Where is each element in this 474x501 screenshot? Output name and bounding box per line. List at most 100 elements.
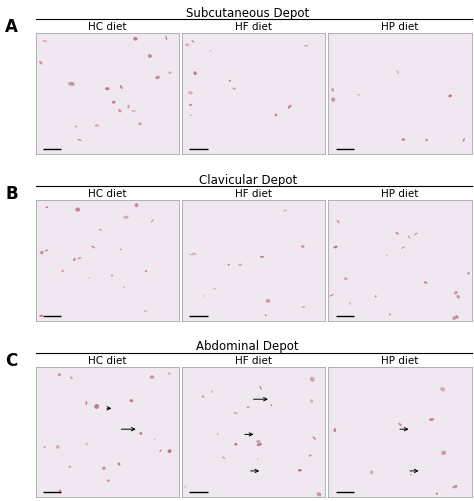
Ellipse shape	[39, 315, 43, 317]
Ellipse shape	[213, 288, 216, 290]
Ellipse shape	[40, 251, 44, 254]
Ellipse shape	[91, 245, 95, 248]
Ellipse shape	[456, 295, 460, 299]
Ellipse shape	[204, 296, 205, 297]
Ellipse shape	[408, 235, 410, 238]
Ellipse shape	[45, 249, 48, 252]
Ellipse shape	[77, 257, 81, 259]
Ellipse shape	[184, 485, 186, 488]
Ellipse shape	[463, 138, 465, 142]
Ellipse shape	[168, 449, 172, 453]
Ellipse shape	[349, 302, 351, 305]
Ellipse shape	[440, 387, 446, 391]
Ellipse shape	[191, 40, 194, 43]
Ellipse shape	[398, 423, 402, 426]
Ellipse shape	[85, 401, 87, 405]
Ellipse shape	[401, 246, 405, 248]
Ellipse shape	[77, 139, 82, 141]
Ellipse shape	[425, 139, 428, 141]
Ellipse shape	[165, 36, 167, 41]
Ellipse shape	[452, 316, 456, 320]
Text: HP diet: HP diet	[382, 356, 419, 366]
Ellipse shape	[288, 105, 292, 109]
Ellipse shape	[188, 91, 193, 95]
Text: HF diet: HF diet	[235, 189, 272, 199]
Ellipse shape	[357, 94, 360, 96]
Ellipse shape	[312, 436, 316, 440]
Ellipse shape	[334, 428, 336, 432]
Ellipse shape	[73, 258, 76, 261]
Ellipse shape	[102, 466, 106, 470]
Ellipse shape	[128, 105, 130, 108]
Ellipse shape	[95, 124, 99, 127]
Text: Clavicular Depot: Clavicular Depot	[199, 173, 297, 186]
Text: HC diet: HC diet	[88, 189, 127, 199]
Ellipse shape	[436, 492, 438, 494]
Ellipse shape	[257, 443, 262, 446]
Ellipse shape	[401, 138, 405, 141]
Ellipse shape	[386, 255, 387, 256]
Ellipse shape	[138, 123, 142, 125]
Ellipse shape	[375, 295, 377, 297]
Ellipse shape	[135, 203, 138, 207]
Ellipse shape	[233, 412, 238, 414]
Ellipse shape	[448, 94, 452, 97]
Ellipse shape	[68, 82, 73, 86]
Ellipse shape	[89, 278, 90, 279]
Ellipse shape	[429, 418, 434, 421]
Ellipse shape	[189, 104, 192, 106]
Ellipse shape	[452, 485, 457, 488]
Ellipse shape	[456, 315, 458, 319]
Ellipse shape	[232, 88, 236, 90]
Ellipse shape	[222, 456, 226, 459]
Ellipse shape	[257, 458, 258, 460]
Ellipse shape	[75, 125, 77, 128]
Ellipse shape	[344, 278, 347, 280]
Ellipse shape	[229, 80, 231, 82]
Ellipse shape	[331, 88, 334, 92]
Ellipse shape	[189, 254, 193, 256]
Ellipse shape	[414, 233, 418, 235]
Ellipse shape	[99, 229, 102, 231]
Ellipse shape	[441, 450, 446, 455]
Ellipse shape	[43, 40, 47, 42]
Ellipse shape	[331, 98, 335, 102]
Text: HP diet: HP diet	[382, 22, 419, 32]
Ellipse shape	[168, 72, 172, 74]
Ellipse shape	[265, 299, 270, 303]
Ellipse shape	[123, 287, 125, 288]
Ellipse shape	[271, 404, 272, 406]
Ellipse shape	[228, 264, 230, 266]
Ellipse shape	[123, 215, 128, 219]
Ellipse shape	[424, 282, 428, 284]
Ellipse shape	[396, 70, 399, 74]
Ellipse shape	[410, 473, 412, 475]
Ellipse shape	[112, 101, 116, 104]
Ellipse shape	[85, 443, 88, 445]
Text: B: B	[5, 185, 18, 203]
Ellipse shape	[234, 443, 237, 445]
Ellipse shape	[155, 76, 160, 79]
Ellipse shape	[265, 315, 267, 316]
Ellipse shape	[107, 479, 110, 482]
Ellipse shape	[217, 433, 219, 435]
Ellipse shape	[202, 395, 204, 398]
Ellipse shape	[259, 386, 262, 390]
Ellipse shape	[333, 245, 337, 248]
Ellipse shape	[193, 71, 197, 75]
Ellipse shape	[159, 449, 162, 452]
Text: HF diet: HF diet	[235, 356, 272, 366]
Ellipse shape	[304, 45, 308, 47]
Ellipse shape	[238, 264, 242, 266]
Text: HC diet: HC diet	[88, 356, 127, 366]
Ellipse shape	[94, 404, 99, 409]
Ellipse shape	[131, 110, 137, 112]
Ellipse shape	[58, 373, 61, 376]
Ellipse shape	[75, 207, 80, 211]
Ellipse shape	[154, 438, 155, 440]
Text: C: C	[5, 352, 18, 370]
Text: HC diet: HC diet	[88, 22, 127, 32]
Ellipse shape	[274, 114, 277, 116]
Ellipse shape	[467, 272, 470, 275]
Ellipse shape	[61, 270, 64, 272]
